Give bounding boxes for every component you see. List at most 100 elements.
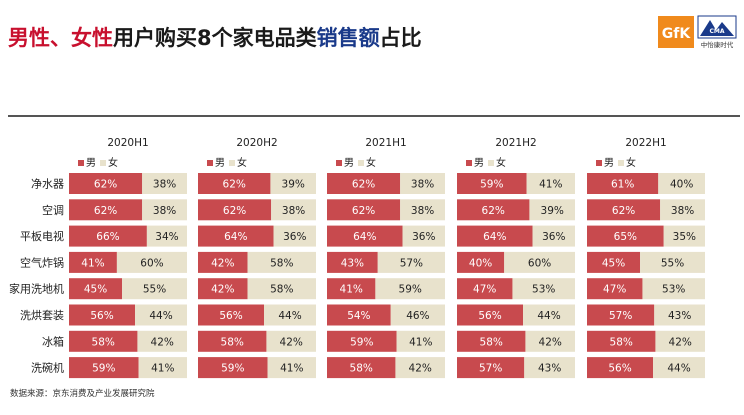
bar-female xyxy=(655,330,705,352)
gfk-logo xyxy=(658,16,694,48)
bar-female xyxy=(247,251,316,273)
bar-female xyxy=(270,173,316,194)
bar-male xyxy=(198,251,248,273)
legend-label-male: 男 xyxy=(474,157,484,169)
category-label: 平板电视 xyxy=(20,229,64,243)
title-part1: 男性、女性 xyxy=(8,26,113,50)
bar-label-male: 62% xyxy=(352,205,375,217)
bar-female xyxy=(271,199,316,221)
bar-label-male: 62% xyxy=(94,179,117,191)
legend-label-female: 女 xyxy=(366,156,376,169)
bar-label-female: 53% xyxy=(662,284,685,296)
bar-male xyxy=(69,251,117,273)
bar-label-female: 38% xyxy=(411,205,434,217)
bar-female xyxy=(523,304,575,326)
bar-female xyxy=(138,357,187,379)
bar-label-male: 64% xyxy=(483,231,506,243)
bar-male xyxy=(587,251,641,273)
bar-female xyxy=(395,357,445,379)
bar-label-female: 34% xyxy=(155,231,178,243)
bar-female xyxy=(116,251,187,273)
bar-label-male: 58% xyxy=(221,336,244,348)
bar-label-female: 55% xyxy=(661,257,684,269)
bar-label-female: 38% xyxy=(671,205,694,217)
bar-label-female: 44% xyxy=(537,310,560,322)
bar-label-male: 64% xyxy=(353,231,376,243)
bar-label-male: 41% xyxy=(81,257,104,269)
bar-female xyxy=(122,278,187,300)
bar-label-female: 60% xyxy=(140,257,163,269)
bar-label-female: 41% xyxy=(539,179,562,191)
bar-male xyxy=(457,278,513,300)
bar-label-male: 45% xyxy=(602,257,625,269)
legend-swatch-female xyxy=(229,160,235,166)
category-label: 家用洗地机 xyxy=(9,282,64,296)
bar-label-male: 43% xyxy=(341,257,364,269)
bar-female xyxy=(247,278,316,300)
bar-female xyxy=(273,225,316,247)
bar-label-female: 44% xyxy=(149,310,172,322)
bar-female xyxy=(400,173,445,194)
bar-male xyxy=(198,357,268,379)
bar-male xyxy=(457,225,533,247)
bar-female xyxy=(375,278,445,300)
cma-logo-mark xyxy=(700,20,734,36)
bar-male xyxy=(327,304,391,326)
header-divider xyxy=(8,115,740,117)
legend-swatch-male xyxy=(78,160,84,166)
bar-label-female: 42% xyxy=(151,336,174,348)
bar-label-male: 58% xyxy=(92,336,115,348)
legend-swatch-male xyxy=(466,160,472,166)
bar-label-male: 62% xyxy=(223,205,246,217)
bar-female xyxy=(512,278,575,300)
gfk-logo-text: GfK xyxy=(662,26,692,42)
bar-female xyxy=(529,199,575,221)
bar-label-female: 38% xyxy=(411,179,434,191)
bar-label-male: 56% xyxy=(219,310,242,322)
legend-label-male: 男 xyxy=(604,157,614,169)
bar-female xyxy=(654,304,705,326)
bar-male xyxy=(457,304,524,326)
bar-label-female: 57% xyxy=(400,257,423,269)
bar-male xyxy=(69,330,138,352)
legend-swatch-female xyxy=(358,160,364,166)
legend-swatch-female xyxy=(618,160,624,166)
bar-female xyxy=(658,173,705,194)
bar-female xyxy=(525,330,575,352)
legend-label-male: 男 xyxy=(86,157,96,169)
panel-title: 2021H2 xyxy=(495,137,536,149)
bar-female xyxy=(142,173,187,194)
bar-label-female: 43% xyxy=(538,363,561,375)
bar-label-female: 46% xyxy=(406,310,429,322)
bar-label-male: 56% xyxy=(608,363,631,375)
category-label: 净水器 xyxy=(31,177,64,191)
bar-male xyxy=(198,225,274,247)
bar-female xyxy=(526,173,575,194)
bar-male xyxy=(587,278,643,300)
bar-label-female: 38% xyxy=(153,205,176,217)
bar-label-female: 38% xyxy=(153,179,176,191)
logos: GfK CMA 中怡康时代 xyxy=(658,12,738,56)
cma-logo-subtext: 中怡康时代 xyxy=(701,40,734,49)
title-part2: 用户购买8个家电品类 xyxy=(113,26,317,50)
bar-label-female: 41% xyxy=(409,336,432,348)
bar-male xyxy=(457,251,505,273)
bar-label-male: 56% xyxy=(90,310,113,322)
bar-male xyxy=(69,225,147,247)
bar-label-female: 39% xyxy=(541,205,564,217)
bar-female xyxy=(660,199,705,221)
bar-label-male: 64% xyxy=(224,231,247,243)
bar-male xyxy=(69,199,143,221)
bar-label-male: 59% xyxy=(92,363,115,375)
bar-label-male: 59% xyxy=(480,179,503,191)
bar-female xyxy=(264,304,316,326)
bar-label-female: 44% xyxy=(667,363,690,375)
legend-label-male: 男 xyxy=(215,157,225,169)
bar-label-female: 42% xyxy=(669,336,692,348)
legend-swatch-female xyxy=(488,160,494,166)
bar-label-male: 58% xyxy=(480,336,503,348)
bar-female xyxy=(135,304,187,326)
panel-title: 2020H1 xyxy=(107,137,148,149)
bar-label-male: 58% xyxy=(350,363,373,375)
bar-male xyxy=(198,330,267,352)
